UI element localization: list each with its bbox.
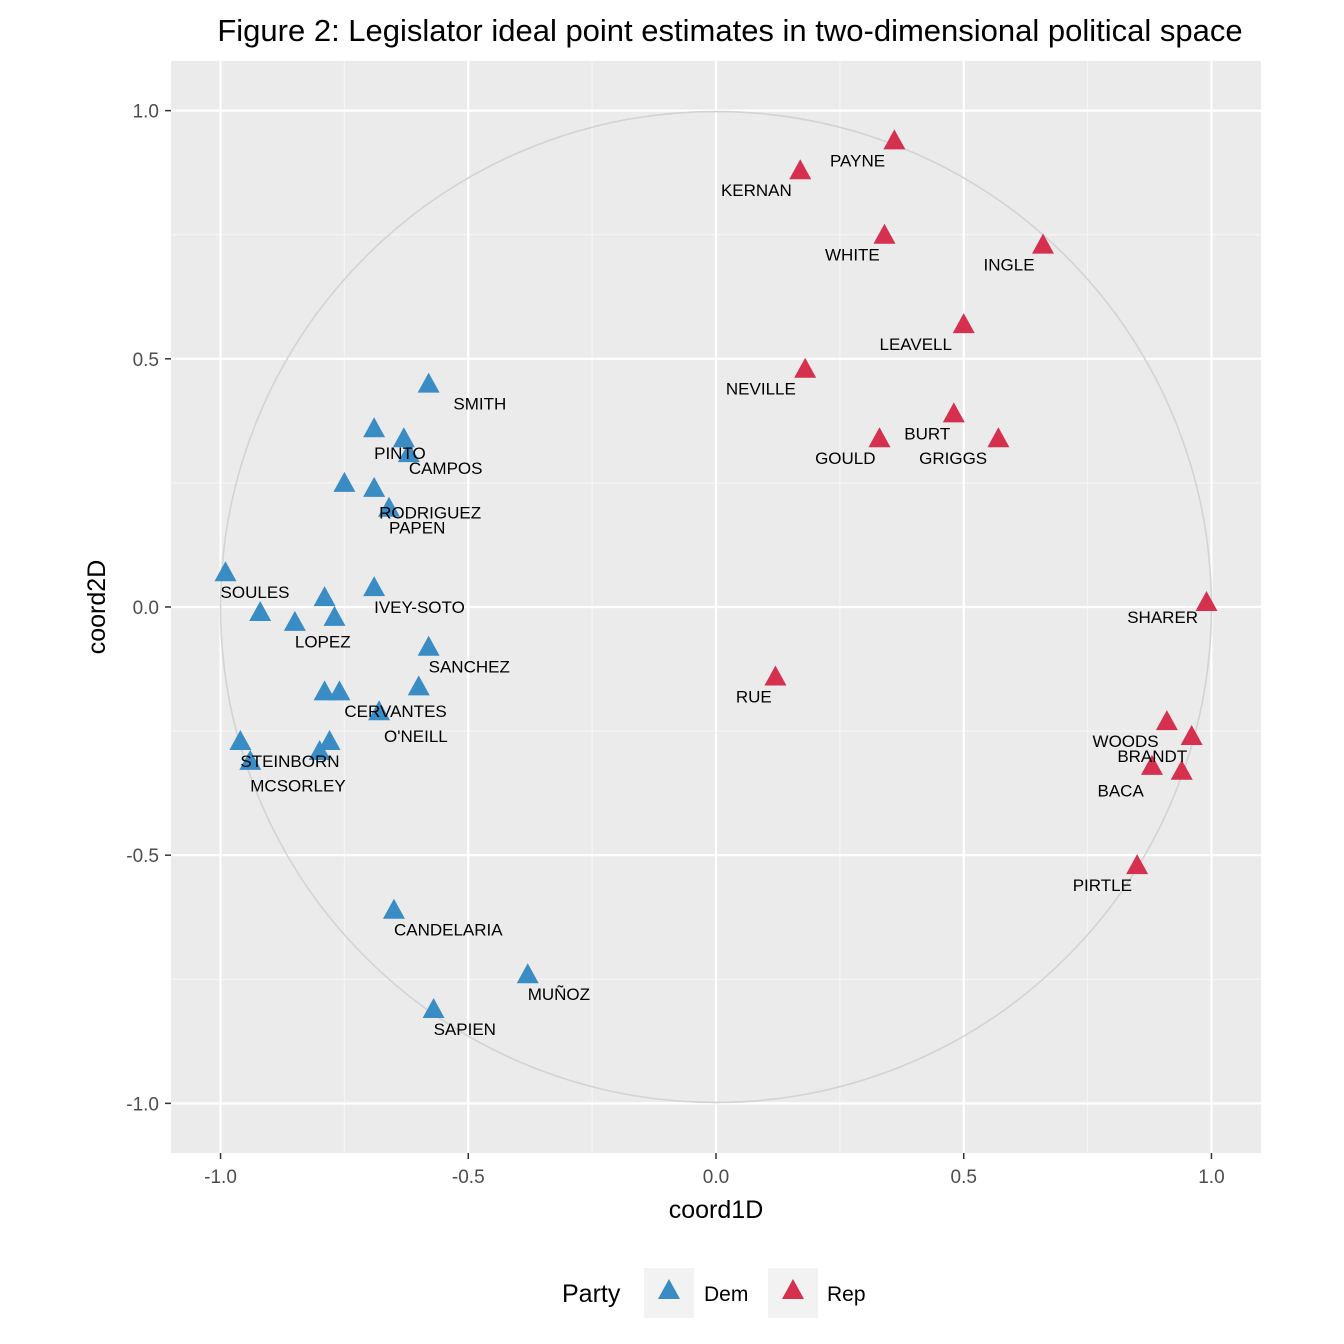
- point-dem: [229, 730, 252, 751]
- legend-marker-rep: [782, 1279, 804, 1299]
- point-dem: [392, 427, 415, 448]
- point-dem: [249, 600, 272, 621]
- point-dem: [378, 496, 400, 517]
- point-label: SMITH: [453, 394, 506, 413]
- point-label: RODRIGUEZ: [379, 504, 481, 523]
- point-dem: [363, 576, 386, 597]
- point-dem: [422, 998, 445, 1019]
- y-axis-ticks: -1.0 -0.5 0.0 0.5 1.0: [126, 102, 171, 1115]
- y-tick-label: 0.0: [133, 598, 159, 619]
- point-dem: [308, 739, 331, 760]
- point-rep: [868, 427, 891, 448]
- y-tick-label: -1.0: [126, 1094, 159, 1115]
- point-rep: [764, 665, 787, 686]
- point-dem: [407, 675, 430, 696]
- point-label: PAPEN: [389, 519, 445, 538]
- x-tick-label: -1.0: [204, 1167, 237, 1188]
- point-dem: [313, 586, 336, 607]
- point-rep: [1032, 233, 1054, 254]
- point-rep: [1141, 754, 1163, 775]
- point-label: SHARER: [1127, 608, 1198, 627]
- point-rep: [794, 357, 817, 378]
- point-label: IVEY-SOTO: [374, 598, 465, 617]
- point-dem: [417, 372, 440, 393]
- point-rep: [942, 402, 965, 423]
- point-dem: [382, 898, 405, 919]
- point-label: SOULES: [221, 583, 290, 602]
- point-rep: [1195, 591, 1218, 612]
- x-axis-ticks: -1.0 -0.5 0.0 0.5 1.0: [204, 1153, 1225, 1188]
- legend-marker-dem: [658, 1279, 680, 1299]
- point-label: NEVILLE: [726, 380, 796, 399]
- point-label: INGLE: [984, 256, 1035, 275]
- point-label: LOPEZ: [295, 633, 351, 652]
- point-label: GRIGGS: [919, 449, 987, 468]
- point-label: PINTO: [374, 444, 426, 463]
- x-tick-label: 1.0: [1198, 1167, 1224, 1188]
- point-rep: [789, 159, 812, 180]
- point-dem: [363, 417, 386, 438]
- point-label: BACA: [1098, 782, 1145, 801]
- point-dem: [239, 749, 262, 770]
- point-dem: [323, 605, 346, 626]
- point-label: WHITE: [825, 246, 880, 265]
- y-tick-label: 1.0: [133, 102, 159, 123]
- data-points: [214, 129, 1218, 1019]
- point-dem: [283, 610, 306, 631]
- point-dem: [397, 442, 420, 463]
- legend-title: Party: [562, 1280, 621, 1308]
- point-rep: [883, 129, 906, 150]
- point-rep: [1180, 725, 1203, 746]
- point-label: CANDELARIA: [394, 921, 503, 940]
- point-label: GOULD: [815, 449, 875, 468]
- x-tick-label: 0.0: [703, 1167, 729, 1188]
- point-rep: [1170, 759, 1193, 780]
- point-label: LEAVELL: [880, 335, 952, 354]
- point-dem: [417, 635, 440, 656]
- point-label: RUE: [736, 687, 772, 706]
- point-dem: [214, 561, 237, 582]
- point-dem: [313, 680, 336, 701]
- point-dem: [368, 700, 391, 721]
- x-axis-title: coord1D: [669, 1196, 764, 1224]
- point-label: BRANDT: [1117, 747, 1187, 766]
- legend-label-rep: Rep: [827, 1283, 866, 1306]
- x-tick-label: 0.5: [951, 1167, 977, 1188]
- grid-major: [171, 61, 1261, 1153]
- point-rep: [1155, 710, 1178, 731]
- point-label: MCSORLEY: [250, 777, 345, 796]
- point-rep: [987, 427, 1010, 448]
- point-rep: [873, 223, 896, 244]
- point-label: BURT: [904, 424, 950, 443]
- point-dem: [333, 471, 356, 492]
- point-label: SAPIEN: [434, 1020, 496, 1039]
- point-rep: [952, 313, 975, 334]
- point-label: PIRTLE: [1073, 876, 1132, 895]
- point-rep: [1126, 854, 1149, 875]
- point-dem: [318, 730, 341, 751]
- point-label: O'NEILL: [384, 727, 448, 746]
- x-tick-label: -0.5: [452, 1167, 485, 1188]
- y-tick-label: -0.5: [126, 846, 159, 867]
- point-label: MUÑOZ: [528, 985, 590, 1004]
- point-label: WOODS: [1093, 732, 1159, 751]
- point-dem: [328, 680, 351, 701]
- point-dem: [516, 963, 539, 984]
- chart-title: Figure 2: Legislator ideal point estimat…: [217, 13, 1242, 48]
- point-label: CERVANTES: [344, 702, 446, 721]
- point-label: PAYNE: [830, 151, 885, 170]
- point-label: STEINBORN: [240, 752, 339, 771]
- point-dem: [363, 476, 386, 497]
- legend: Party Dem Rep: [562, 1268, 866, 1318]
- legend-label-dem: Dem: [704, 1283, 748, 1306]
- point-label: SANCHEZ: [429, 658, 510, 677]
- point-label: CAMPOS: [409, 459, 483, 478]
- y-tick-label: 0.5: [133, 350, 159, 371]
- point-label: KERNAN: [721, 181, 792, 200]
- y-axis-title: coord2D: [83, 560, 111, 655]
